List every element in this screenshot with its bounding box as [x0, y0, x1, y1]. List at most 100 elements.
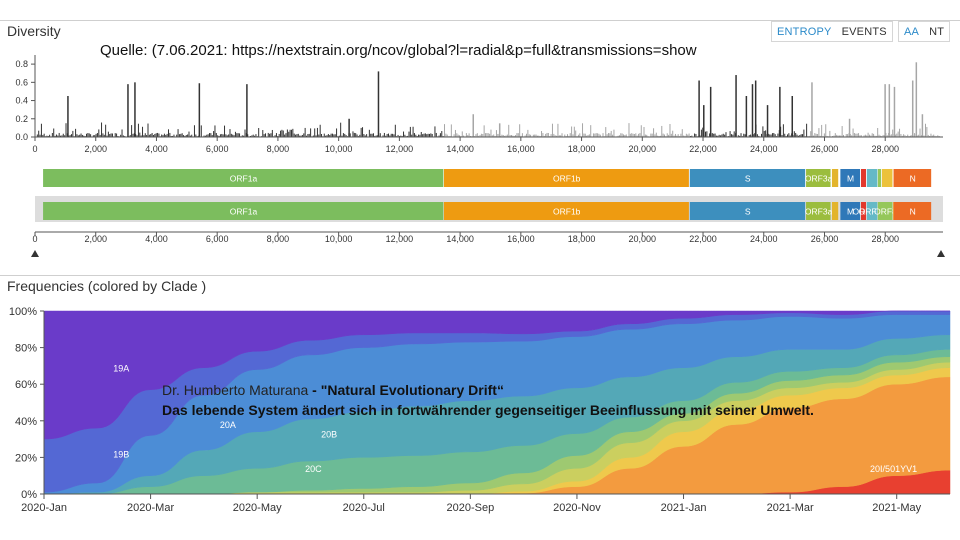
entropy-x-tick-label: 6,000: [206, 144, 229, 154]
entropy-bar: [172, 135, 174, 137]
entropy-bar: [438, 135, 440, 137]
zoom-x-tick-label: 10,000: [325, 234, 353, 244]
entropy-bar: [532, 134, 534, 137]
entropy-chart[interactable]: 0.0 0.2 0.4 0.6 0.8 0 2,000 4,000 6,000 8,000 10,…: [0, 55, 960, 160]
entropy-bar: [252, 134, 254, 137]
entropy-bar: [919, 128, 921, 137]
entropy-bar: [467, 135, 469, 137]
entropy-bar: [210, 133, 212, 137]
entropy-bar: [76, 134, 78, 137]
entropy-bar: [750, 134, 752, 137]
entropy-bar: [459, 135, 461, 137]
frequencies-chart[interactable]: 19A 19B 20A 20B 20C 20I/501YV1 0% 20% 40% 60% 80%…: [0, 300, 960, 520]
annotation-quote: - "Natural Evolutionary Drift“: [308, 382, 504, 398]
nt-toggle-button[interactable]: NT: [929, 25, 945, 38]
entropy-bar: [178, 134, 180, 137]
entropy-bar: [664, 134, 666, 137]
entropy-bar: [90, 134, 92, 137]
frequency-y-axis: 0% 20% 40% 60% 80% 100%: [9, 306, 45, 501]
entropy-bar: [68, 135, 70, 137]
entropy-bar: [713, 133, 715, 137]
entropy-bar: [924, 123, 926, 137]
freq-y-tick-label: 0%: [21, 489, 37, 501]
entropy-bar: [866, 135, 868, 137]
entropy-bar: [229, 129, 231, 137]
main-gene-label: ORF1b: [553, 174, 581, 184]
entropy-bar: [461, 131, 463, 137]
entropy-bar: [407, 135, 409, 137]
entropy-bar: [554, 135, 556, 137]
entropy-bar: [453, 134, 455, 137]
entropy-bar: [292, 128, 294, 137]
entropy-bar: [435, 132, 437, 137]
entropy-bar: [310, 128, 312, 137]
entropy-bar: [702, 127, 704, 137]
entropy-bar: [385, 135, 387, 137]
entropy-bar: [547, 132, 549, 137]
entropy-bar: [625, 134, 627, 137]
entropy-bar: [530, 134, 532, 137]
entropy-bar: [818, 128, 820, 137]
annotation-line-1: Dr. Humberto Maturana - "Natural Evoluti…: [162, 380, 814, 400]
entropy-bar: [868, 134, 870, 137]
entropy-bar: [535, 134, 537, 137]
main-gene-label: S: [745, 174, 751, 184]
main-gene-block: [806, 169, 831, 187]
entropy-bar: [810, 131, 812, 137]
entropy-bar: [228, 134, 230, 137]
entropy-bar: [336, 128, 338, 137]
entropy-bar: [428, 133, 430, 137]
entropy-bar: [534, 134, 536, 137]
entropy-bar: [225, 134, 227, 137]
entropy-bar: [892, 129, 894, 137]
entropy-toggle-button[interactable]: ENTROPY: [777, 25, 832, 38]
entropy-bar: [204, 135, 206, 137]
main-gene-label: ORF1a: [230, 174, 258, 184]
entropy-bar: [274, 135, 276, 137]
entropy-bar: [541, 131, 543, 137]
entropy-bar: [699, 135, 701, 137]
entropy-bar: [211, 135, 213, 137]
zoom-gene-label: M: [847, 207, 854, 217]
entropy-peak-bar: [848, 118, 851, 137]
entropy-bar: [487, 133, 489, 137]
entropy-bar: [214, 125, 216, 137]
entropy-bar: [321, 133, 323, 137]
entropy-bar: [195, 134, 197, 137]
entropy-bar: [111, 133, 113, 137]
entropy-bar: [427, 133, 429, 137]
entropy-bar: [508, 124, 510, 137]
entropy-x-tick-label: 8,000: [267, 144, 290, 154]
entropy-bar: [814, 133, 816, 137]
gene-track-main: ORF1a ORF1b S ORF3a M N: [43, 169, 932, 187]
entropy-bar: [504, 135, 506, 137]
zoom-gene-block: [893, 202, 932, 220]
events-toggle-button[interactable]: EVENTS: [841, 25, 887, 38]
entropy-bar: [234, 131, 236, 137]
entropy-bar: [638, 133, 640, 137]
entropy-bar: [536, 135, 538, 137]
zoom-left-handle-icon[interactable]: [31, 250, 39, 257]
entropy-bar: [92, 135, 94, 137]
entropy-bar: [77, 135, 79, 137]
entropy-bar: [51, 133, 53, 137]
entropy-bar: [239, 133, 241, 137]
entropy-bar: [308, 133, 310, 137]
entropy-bar: [413, 133, 415, 137]
entropy-bar: [666, 133, 668, 137]
clade-label: 20C: [305, 464, 322, 474]
entropy-bar: [770, 134, 772, 137]
aa-toggle-button[interactable]: AA: [904, 25, 920, 38]
entropy-bar: [618, 135, 620, 137]
entropy-bar: [364, 135, 366, 137]
zoom-right-handle-icon[interactable]: [937, 250, 945, 257]
zoom-gene-label: ORF3a: [805, 207, 833, 217]
freq-x-tick-label: 2020-May: [233, 502, 282, 514]
entropy-bar: [644, 134, 646, 137]
genome-annotation-track[interactable]: ORF1a ORF1b S ORF3a M N ORF1a ORF1b S ORF3a MORF6…: [0, 164, 960, 264]
entropy-bar: [270, 133, 272, 137]
entropy-bar: [319, 124, 321, 137]
entropy-x-tick-label: 2,000: [84, 144, 107, 154]
entropy-bar: [383, 132, 385, 137]
entropy-bar: [864, 134, 866, 137]
